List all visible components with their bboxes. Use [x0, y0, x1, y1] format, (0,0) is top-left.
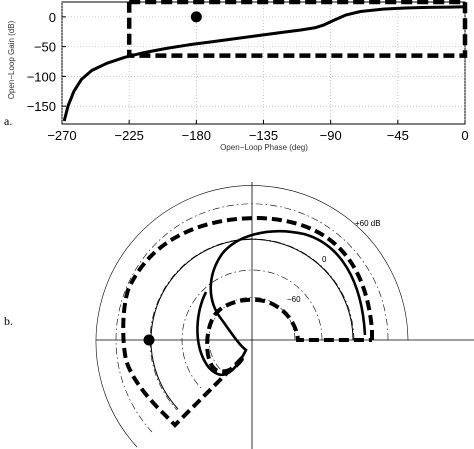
polar-nichols-chart: +60 dB 0 −60 b. [4, 182, 474, 449]
x-tick-label: −45 [387, 128, 409, 143]
boundary-curve-dashed [121, 215, 374, 428]
x-tick-label: −225 [115, 128, 144, 143]
open-loop-curve [196, 229, 367, 377]
x-tick-label: 0 [461, 128, 468, 143]
grid-ring-plus-60 [115, 203, 389, 433]
grid-lines [61, 2, 466, 124]
marker-layer [190, 11, 202, 23]
ring-label-0: 0 [322, 255, 327, 264]
y-tick-label: −50 [34, 40, 56, 55]
y-tick-label: −100 [27, 69, 56, 84]
x-tick-label: −90 [320, 128, 342, 143]
outer-grid-ring [95, 185, 409, 448]
x-axis-label: Open−Loop Phase (deg) [220, 143, 308, 152]
y-tick-label: 0 [49, 10, 56, 25]
critical-point-marker [190, 11, 202, 23]
x-tick-label: −270 [47, 128, 76, 143]
open-loop-curve [62, 5, 466, 122]
nichols-chart: −270 −225 −180 −135 −90 −45 0 0 −50 −100 −150 Ope… [4, 0, 469, 152]
target-region-dashed-box [126, 0, 468, 58]
x-tick-label: −180 [182, 128, 211, 143]
x-tick-labels: −270 −225 −180 −135 −90 −45 0 [47, 128, 468, 143]
tick-marks [61, 16, 466, 124]
panel-label-b: b. [4, 314, 13, 328]
polar-grid: +60 dB 0 −60 [95, 182, 474, 449]
y-tick-label: −150 [27, 99, 56, 114]
ring-label-minus-60: −60 [287, 295, 301, 304]
x-tick-label: −135 [249, 128, 278, 143]
ring-label-plus-60: +60 dB [355, 219, 381, 228]
grid-ring-plus-30 [149, 238, 355, 411]
grid-ring-0 [150, 238, 354, 410]
grid-ring-minus-30 [181, 269, 323, 389]
y-tick-labels: 0 −50 −100 −150 [27, 10, 56, 114]
grid-ring-minus-60 [208, 296, 296, 371]
series-layer [62, 0, 468, 122]
y-axis-label: Open−Loop Gain (dB) [7, 20, 16, 99]
panel-label-a: a. [4, 114, 12, 128]
critical-point-marker [143, 334, 155, 346]
